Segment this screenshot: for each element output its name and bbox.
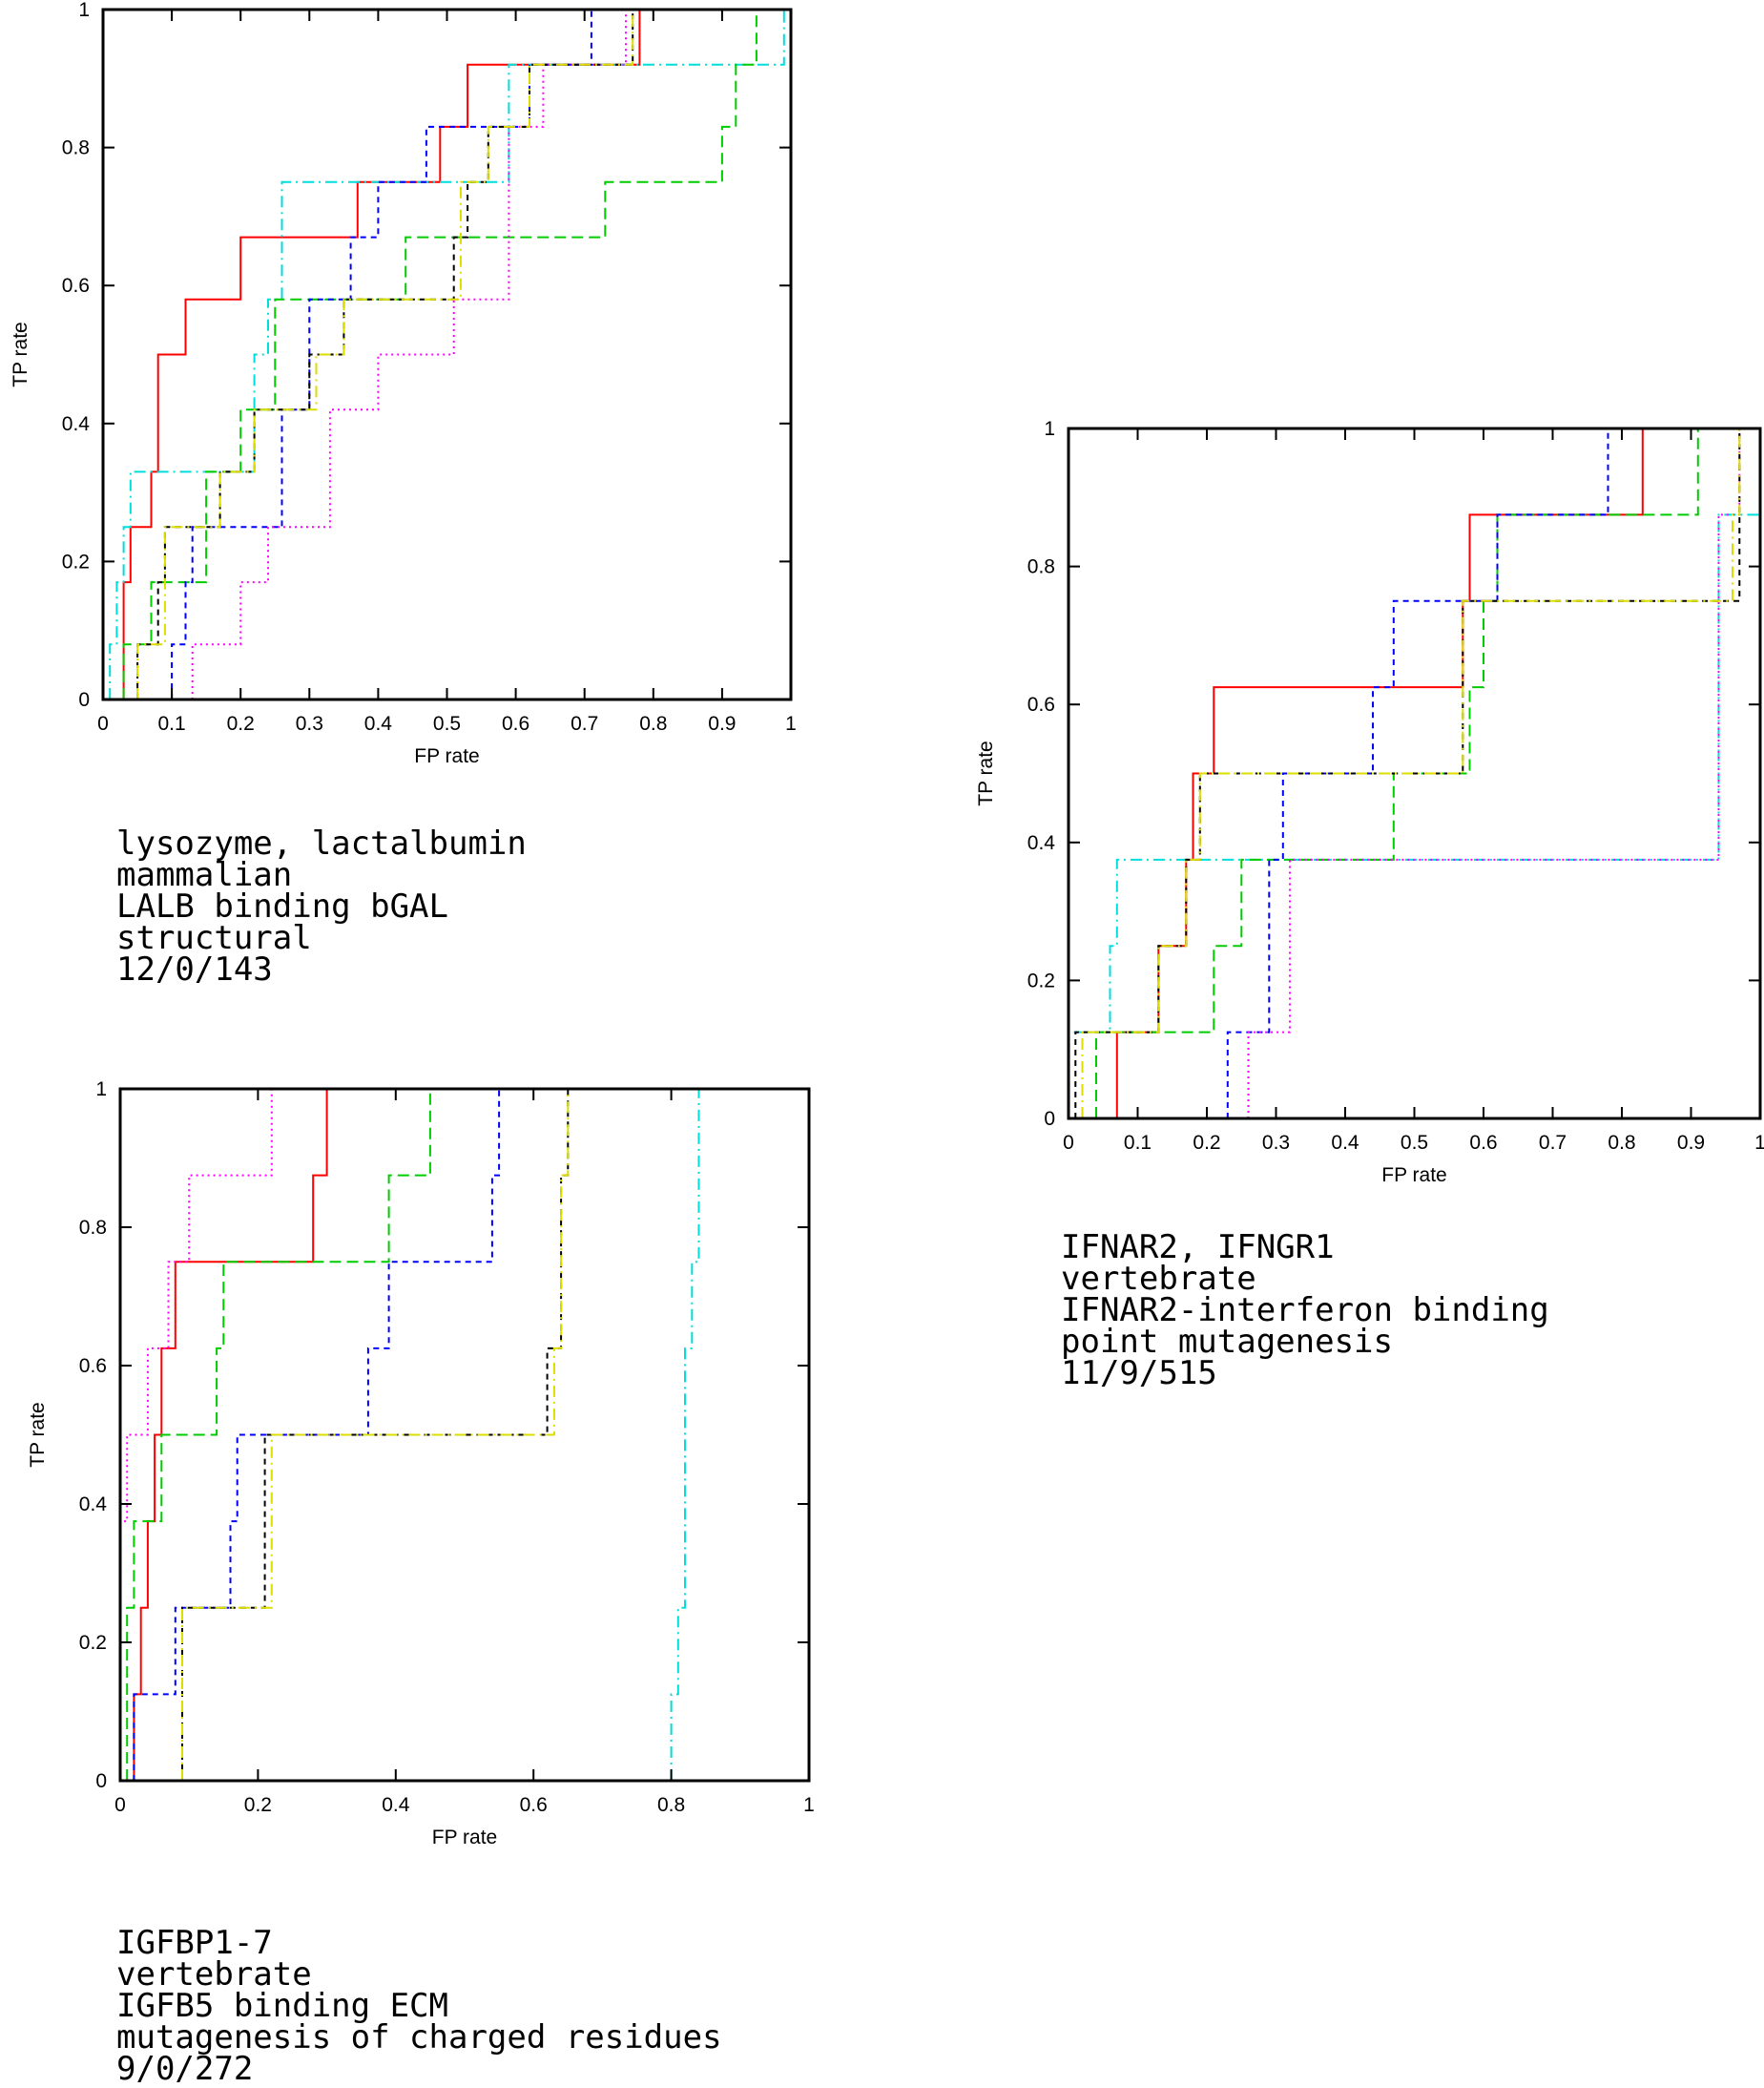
chart-panel-3: 0 0.2 0.4 0.6 0.8 1 0 0.2 0.4 0.6 0.8 1 FP rate TP ra…: [27, 1078, 815, 1848]
y-tick-label: 1: [1044, 418, 1055, 440]
x-axis-label: FP rate: [432, 1827, 497, 1848]
series-line-green: [126, 1089, 431, 1781]
caption-panel-1: lysozyme, lactalbumin mammalian LALB bin…: [116, 825, 527, 989]
x-tick-label: 0.3: [1262, 1132, 1290, 1154]
caption-panel-2: IFNAR2, IFNGR1 vertebrate IFNAR2-interfe…: [1061, 1228, 1549, 1392]
chart-panel-1: 0 0.1 0.2 0.3 0.4 0.5 0.6 0.7 0.8 0.9 1 0 0.2 0.4 0.6 0…: [10, 0, 797, 767]
series-line-red: [133, 1089, 328, 1781]
x-tick-label: 0.1: [1124, 1132, 1152, 1154]
caption-line: IGFB5 binding ECM: [116, 1987, 448, 2025]
x-tick-label: 0.1: [157, 713, 185, 735]
plot-frame: [118, 1087, 811, 1783]
x-tick-label: 0.9: [1677, 1132, 1705, 1154]
x-tick-label: 0.6: [1469, 1132, 1497, 1154]
caption-line: structural: [116, 919, 312, 957]
y-tick-label: 0.8: [1027, 556, 1055, 578]
series-line-yellow: [1081, 428, 1741, 1118]
y-tick-label: 0: [78, 689, 90, 711]
series-line-magenta: [191, 10, 627, 699]
x-tick-label: 0.3: [296, 713, 323, 735]
caption-panel-3: IGFBP1-7 vertebrate IGFB5 binding ECM mu…: [116, 1924, 722, 2088]
y-tick-label: 0.4: [62, 413, 91, 435]
y-tick-label: 0.6: [79, 1355, 107, 1377]
x-tick-label: 0.2: [244, 1794, 272, 1816]
caption-line: mammalian: [116, 856, 293, 894]
y-tick-label: 0: [95, 1770, 107, 1792]
caption-line: vertebrate: [1061, 1260, 1256, 1298]
caption-line: IGFBP1-7: [116, 1924, 273, 1962]
x-tick-label: 0.4: [364, 713, 393, 735]
y-tick-label: 0.2: [62, 551, 90, 573]
y-axis-label: TP rate: [975, 741, 997, 805]
x-tick-label: 0.4: [1331, 1132, 1359, 1154]
series-line-black: [136, 10, 634, 699]
caption-line: LALB binding bGAL: [116, 887, 448, 926]
y-tick-label: 0.2: [1027, 970, 1055, 992]
caption-line: IFNAR2, IFNGR1: [1061, 1228, 1335, 1266]
y-tick-label: 0.8: [79, 1217, 107, 1239]
x-tick-label: 0.4: [382, 1794, 410, 1816]
x-axis-label: FP rate: [414, 745, 479, 767]
caption-line: vertebrate: [116, 1955, 312, 1994]
x-tick-label: 0: [1063, 1132, 1074, 1154]
series-line-cyan: [670, 1089, 700, 1781]
series-line-blue: [133, 1089, 501, 1781]
x-tick-label: 0.7: [571, 713, 598, 735]
x-tick-label: 0.9: [708, 713, 736, 735]
x-tick-label: 0.8: [1608, 1132, 1635, 1154]
x-tick-label: 1: [1754, 1132, 1764, 1154]
x-tick-label: 0.5: [433, 713, 461, 735]
y-tick-label: 0.4: [1027, 832, 1056, 854]
series-line-blue: [171, 10, 592, 699]
series-line-yellow: [136, 10, 634, 699]
caption-line: mutagenesis of charged residues: [116, 2018, 722, 2057]
caption-line: 9/0/272: [116, 2050, 254, 2088]
caption-line: 11/9/515: [1061, 1354, 1217, 1392]
x-axis-label: FP rate: [1381, 1164, 1446, 1186]
x-tick-label: 0.8: [657, 1794, 685, 1816]
x-tick-label: 0.6: [520, 1794, 548, 1816]
chart-panel-2: 0 0.1 0.2 0.3 0.4 0.5 0.6 0.7 0.8 0.9 1 0 0.2 0.4 0.6 0…: [975, 418, 1764, 1186]
y-tick-label: 1: [95, 1078, 107, 1100]
caption-line: IFNAR2-interferon binding: [1061, 1291, 1549, 1329]
x-tick-label: 0.2: [1193, 1132, 1220, 1154]
y-tick-label: 0: [1044, 1108, 1055, 1130]
y-axis-label: TP rate: [10, 322, 31, 386]
plot-frame: [101, 8, 793, 701]
series-line-cyan: [109, 10, 785, 699]
y-tick-label: 0.2: [79, 1632, 107, 1654]
y-axis-label: TP rate: [27, 1402, 49, 1467]
y-tick-label: 0.4: [79, 1493, 108, 1515]
x-tick-label: 0.8: [639, 713, 667, 735]
x-tick-label: 0.7: [1539, 1132, 1567, 1154]
x-tick-label: 0: [97, 713, 109, 735]
y-tick-label: 0.6: [1027, 694, 1055, 716]
x-tick-label: 0.2: [227, 713, 255, 735]
caption-line: point mutagenesis: [1061, 1323, 1393, 1361]
series-line-magenta: [1247, 428, 1741, 1118]
caption-line: lysozyme, lactalbumin: [116, 825, 527, 863]
x-tick-label: 0.5: [1401, 1132, 1428, 1154]
x-tick-label: 1: [803, 1794, 815, 1816]
x-tick-label: 0.6: [502, 713, 529, 735]
x-tick-label: 0: [114, 1794, 126, 1816]
series-line-green: [122, 10, 757, 699]
y-tick-label: 1: [78, 0, 90, 21]
y-tick-label: 0.8: [62, 137, 90, 159]
caption-line: 12/0/143: [116, 950, 273, 989]
series-line-yellow: [181, 1089, 570, 1781]
x-tick-label: 1: [785, 713, 797, 735]
series-line-magenta: [119, 1089, 273, 1781]
y-tick-label: 0.6: [62, 275, 90, 297]
